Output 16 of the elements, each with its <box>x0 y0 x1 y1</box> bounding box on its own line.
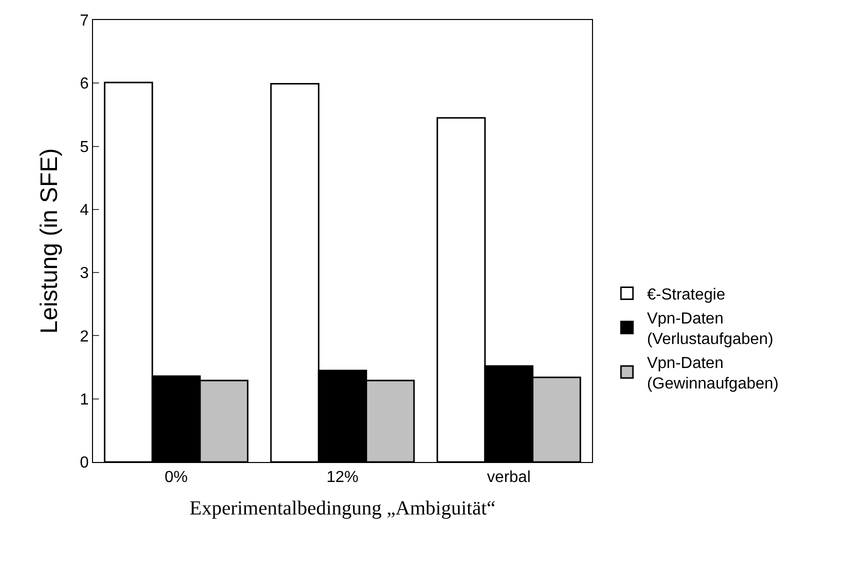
legend-label: Vpn-Daten (Gewinnaufgaben) <box>646 354 779 393</box>
y-tick-label: 6 <box>80 76 89 93</box>
x-axis-title: Experimentalbedingung „Ambiguität“ <box>189 498 496 520</box>
x-tick-label: verbal <box>487 469 531 486</box>
y-axis-title: Leistung (in SFE) <box>36 148 63 334</box>
x-tick-label: 12% <box>326 469 359 486</box>
y-tick-label: 4 <box>80 202 89 220</box>
y-tick-label: 5 <box>80 138 89 156</box>
y-tick-label: 3 <box>80 265 89 282</box>
legend-label: Vpn-Daten (Verlustaufgaben) <box>646 310 774 348</box>
legend-label: €-Strategie <box>646 286 726 304</box>
y-tick-label: 0 <box>80 454 89 472</box>
y-tick-label: 2 <box>80 328 89 346</box>
x-tick-label: 0% <box>164 469 188 486</box>
y-tick-label: 1 <box>80 391 89 408</box>
y-tick-label: 7 <box>80 12 89 30</box>
